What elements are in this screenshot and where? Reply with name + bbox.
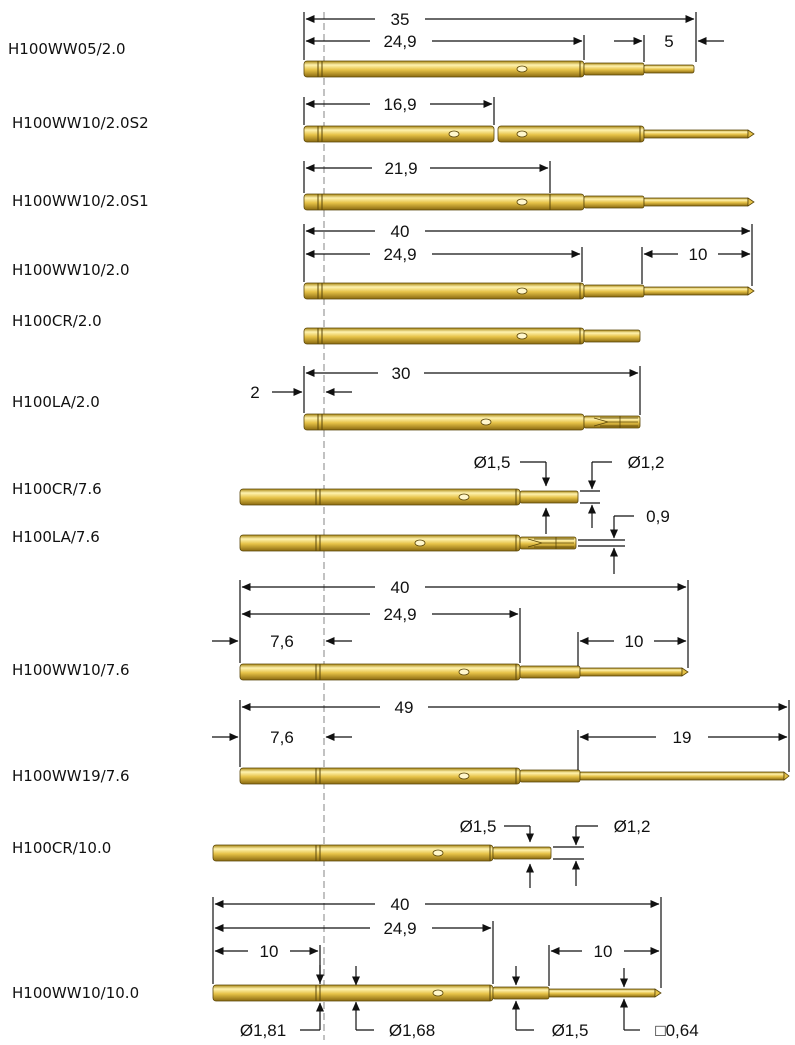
dims-h100ww10-7.6: 40 24,9 7,6 10 <box>212 578 689 668</box>
dims-h100ww19-7.6: 49 7,6 19 <box>212 698 790 772</box>
dim-35: 35 <box>391 10 410 29</box>
dim-phi-1-81: Ø1,81 <box>240 1021 286 1040</box>
dim-49: 49 <box>395 698 414 717</box>
label-h100ww05-2.0: H100WW05/2.0 <box>8 40 126 58</box>
pin-h100ww10-7.6 <box>239 663 689 681</box>
dim-24-9: 24,9 <box>383 605 416 624</box>
pin-h100ww19-7.6 <box>239 767 790 785</box>
dim-square-0-64: □0,64 <box>655 1021 698 1040</box>
dim-10: 10 <box>689 245 708 264</box>
dim-10: 10 <box>594 942 613 961</box>
pin-h100ww05-2.0 <box>303 60 695 78</box>
pin-h100ww10-2.0s1 <box>303 193 755 211</box>
pin-h100ww10-10.0 <box>212 984 662 1002</box>
dim-40: 40 <box>391 895 410 914</box>
pin-h100cr-10.0 <box>212 844 552 862</box>
dim-21-9: 21,9 <box>384 159 417 178</box>
dim-24-9: 24,9 <box>383 245 416 264</box>
pin-h100la-7.6 <box>239 534 577 552</box>
dim-40: 40 <box>391 222 410 241</box>
dim-30: 30 <box>392 364 411 383</box>
dims-h100ww05-2.0: 35 24,9 5 <box>303 10 724 62</box>
dim-24-9: 24,9 <box>383 32 416 51</box>
label-h100ww19-7.6: H100WW19/7.6 <box>12 767 130 785</box>
label-h100ww10-10.0: H100WW10/10.0 <box>12 984 139 1002</box>
dim-2: 2 <box>250 383 259 402</box>
dim-phi-1-5: Ø1,5 <box>460 817 497 836</box>
dim-phi-1-2: Ø1,2 <box>614 817 651 836</box>
label-h100la-2.0: H100LA/2.0 <box>12 393 100 411</box>
dim-40: 40 <box>391 578 410 597</box>
pin-h100ww10-2.0 <box>303 282 755 300</box>
dims-h100la-7.6: 0,9 <box>578 507 670 574</box>
dim-phi-1-2: Ø1,2 <box>628 453 665 472</box>
dims-h100cr-10.0: Ø1,5 Ø1,2 <box>460 817 651 888</box>
dims-h100ww10-2.0s2: 16,9 <box>303 95 495 125</box>
label-h100cr-10.0: H100CR/10.0 <box>12 839 111 857</box>
dim-10: 10 <box>625 632 644 651</box>
label-h100cr-2.0: H100CR/2.0 <box>12 312 102 330</box>
dim-24-9: 24,9 <box>383 919 416 938</box>
dim-19: 19 <box>673 728 692 747</box>
dim-phi-1-5: Ø1,5 <box>474 453 511 472</box>
dim-phi-1-68: Ø1,68 <box>389 1021 435 1040</box>
dim-5: 5 <box>664 32 673 51</box>
label-h100ww10-2.0: H100WW10/2.0 <box>12 261 130 279</box>
dim-16-9: 16,9 <box>383 95 416 114</box>
dims-h100ww10-10.0: 40 24,9 10 10 Ø1,81 Ø1,68 Ø1,5 □0,64 <box>212 895 699 1040</box>
label-h100ww10-7.6: H100WW10/7.6 <box>12 661 130 679</box>
pin-h100cr-2.0 <box>303 327 641 345</box>
dim-10: 10 <box>260 942 279 961</box>
dims-h100ww10-2.0: 40 24,9 10 <box>303 222 753 286</box>
label-h100ww10-2.0s2: H100WW10/2.0S2 <box>12 114 149 132</box>
dim-7-6: 7,6 <box>270 728 294 747</box>
dims-h100ww10-2.0s1: 21,9 <box>303 159 551 193</box>
pin-h100cr-7.6 <box>239 488 579 506</box>
label-h100ww10-2.0s1: H100WW10/2.0S1 <box>12 192 149 210</box>
dim-phi-1-5: Ø1,5 <box>552 1021 589 1040</box>
dim-0-9: 0,9 <box>646 507 670 526</box>
label-h100cr-7.6: H100CR/7.6 <box>12 480 102 498</box>
pin-h100la-2.0 <box>303 413 641 431</box>
dims-h100cr-7.6: Ø1,5 Ø1,2 <box>474 453 665 534</box>
dim-7-6: 7,6 <box>270 632 294 651</box>
label-h100la-7.6: H100LA/7.6 <box>12 528 100 546</box>
pin-h100ww10-2.0s2 <box>303 125 755 143</box>
dims-h100la-2.0: 30 2 <box>250 364 641 415</box>
